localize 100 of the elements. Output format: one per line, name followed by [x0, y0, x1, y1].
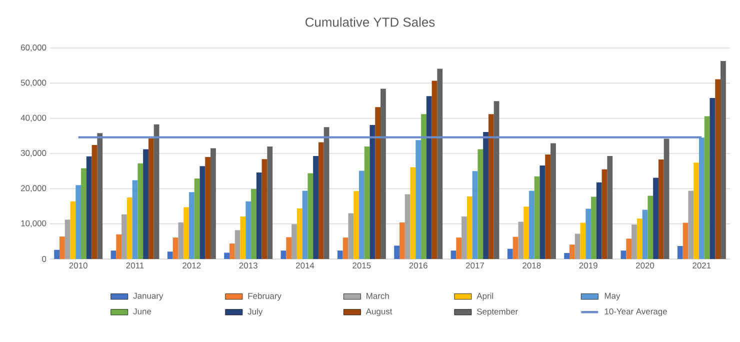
x-tick-label: 2014	[296, 262, 314, 269]
bar	[564, 253, 570, 259]
bar	[569, 244, 575, 259]
bar	[375, 107, 381, 259]
bar	[591, 196, 596, 259]
bar	[292, 224, 297, 259]
bar	[167, 252, 173, 259]
bar	[358, 170, 364, 259]
bar	[240, 216, 246, 259]
bar	[154, 124, 160, 259]
legend-label: April	[476, 292, 493, 301]
bar	[256, 172, 262, 259]
x-tick-label: 2019	[579, 262, 598, 269]
bar	[524, 206, 529, 259]
bar	[337, 250, 343, 259]
x-tick-label: 2011	[126, 262, 144, 269]
bar	[194, 178, 200, 259]
bar	[580, 222, 586, 259]
bar	[688, 190, 694, 259]
chart-title: Cumulative YTD Sales	[306, 17, 435, 27]
bar	[478, 149, 484, 259]
x-tick-label: 2013	[239, 262, 258, 269]
bar	[97, 133, 103, 259]
bar	[92, 145, 98, 259]
bar	[86, 156, 92, 259]
x-tick-label: 2015	[352, 262, 371, 269]
bar	[81, 168, 86, 259]
bar	[126, 197, 132, 259]
bar	[116, 234, 122, 259]
bar	[172, 238, 178, 259]
y-tick-label: 10,000	[21, 220, 46, 228]
bar	[324, 127, 330, 259]
x-tick-label: 2012	[182, 262, 201, 269]
bar	[426, 96, 432, 259]
bar	[534, 176, 540, 259]
x-tick-label: 2016	[409, 262, 428, 269]
bar	[399, 222, 405, 259]
bar	[262, 159, 268, 259]
bar	[626, 238, 632, 259]
bar	[380, 88, 386, 259]
legend-label: September	[477, 308, 518, 316]
bar	[132, 180, 138, 259]
bar	[648, 196, 654, 259]
bar	[574, 234, 580, 259]
bar	[205, 157, 211, 259]
bar	[632, 224, 637, 259]
bar	[607, 156, 613, 259]
bar	[342, 238, 348, 259]
bar	[466, 196, 472, 259]
y-tick-label: 20,000	[21, 185, 46, 192]
bar	[472, 171, 478, 259]
bar	[653, 178, 658, 259]
bar	[586, 208, 592, 259]
bar	[704, 116, 710, 259]
y-tick-label: 50,000	[20, 80, 46, 87]
bar	[234, 230, 240, 259]
bar	[280, 250, 286, 259]
bar	[518, 222, 524, 259]
bar	[620, 250, 626, 259]
legend-label: February	[248, 292, 282, 301]
bar	[602, 169, 608, 259]
bar	[450, 250, 456, 259]
bar	[410, 167, 416, 259]
bar	[54, 250, 60, 259]
bar	[184, 207, 189, 259]
bar	[698, 138, 704, 259]
bar	[143, 149, 148, 259]
bar	[416, 140, 422, 259]
bar	[720, 61, 726, 259]
bar	[404, 194, 410, 259]
y-tick-label: 30,000	[20, 150, 46, 157]
bar	[308, 173, 314, 259]
bar	[682, 222, 688, 259]
bar	[694, 162, 699, 259]
bar	[148, 138, 154, 259]
bar	[210, 148, 216, 259]
bar	[710, 98, 716, 259]
legend-label: June	[133, 308, 152, 314]
bar	[658, 159, 664, 259]
bar	[348, 213, 354, 259]
bar	[664, 138, 670, 259]
bar	[394, 246, 400, 259]
bar	[596, 182, 602, 259]
bar	[178, 222, 184, 259]
legend-label: July	[248, 308, 263, 316]
legend-label: March	[366, 292, 389, 299]
bar	[545, 154, 551, 259]
bar	[188, 192, 194, 259]
bar	[540, 165, 546, 259]
x-tick-label: 2017	[466, 262, 484, 269]
bar	[494, 101, 500, 259]
bar	[251, 189, 256, 259]
x-tick-label: 2020	[636, 262, 654, 269]
bar	[313, 156, 318, 259]
bar	[318, 142, 324, 259]
legend-label: January	[133, 292, 164, 300]
bar	[370, 125, 376, 259]
bar	[437, 68, 443, 259]
bar	[528, 190, 534, 259]
bar	[715, 79, 721, 259]
